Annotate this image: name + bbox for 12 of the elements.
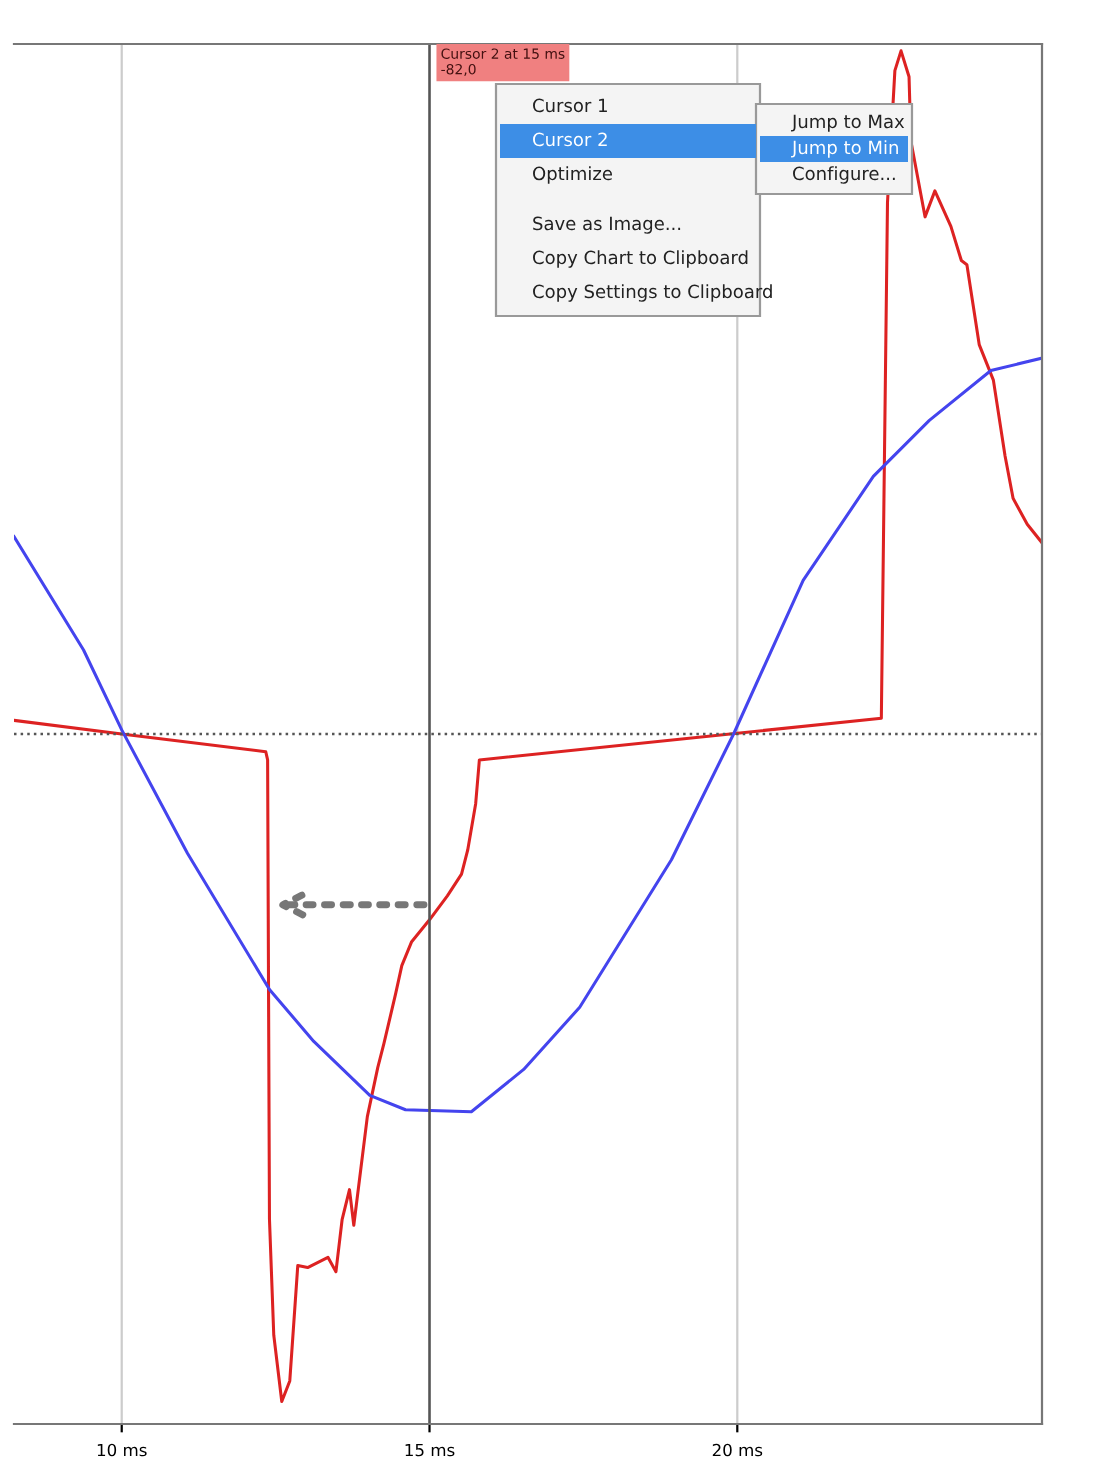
annotation: Jump to Min (791, 140, 898, 158)
x-tick-label: 10 ms (97, 1443, 147, 1457)
annotation: Save as Image... (533, 216, 681, 234)
annotation: Copy Settings to Clipboard (533, 284, 772, 302)
annotation: Copy Chart to Clipboard (533, 250, 748, 268)
annotation: Jump to Max (791, 114, 905, 132)
annotation: Optimize (533, 166, 612, 184)
annotation: Cursor 2 (533, 132, 607, 147)
annotation: Configure... (793, 166, 895, 184)
annotation: Cursor 1 (533, 98, 607, 113)
x-tick-label: 20 ms (712, 1443, 763, 1457)
x-tick-label: 15 ms (405, 1443, 455, 1457)
